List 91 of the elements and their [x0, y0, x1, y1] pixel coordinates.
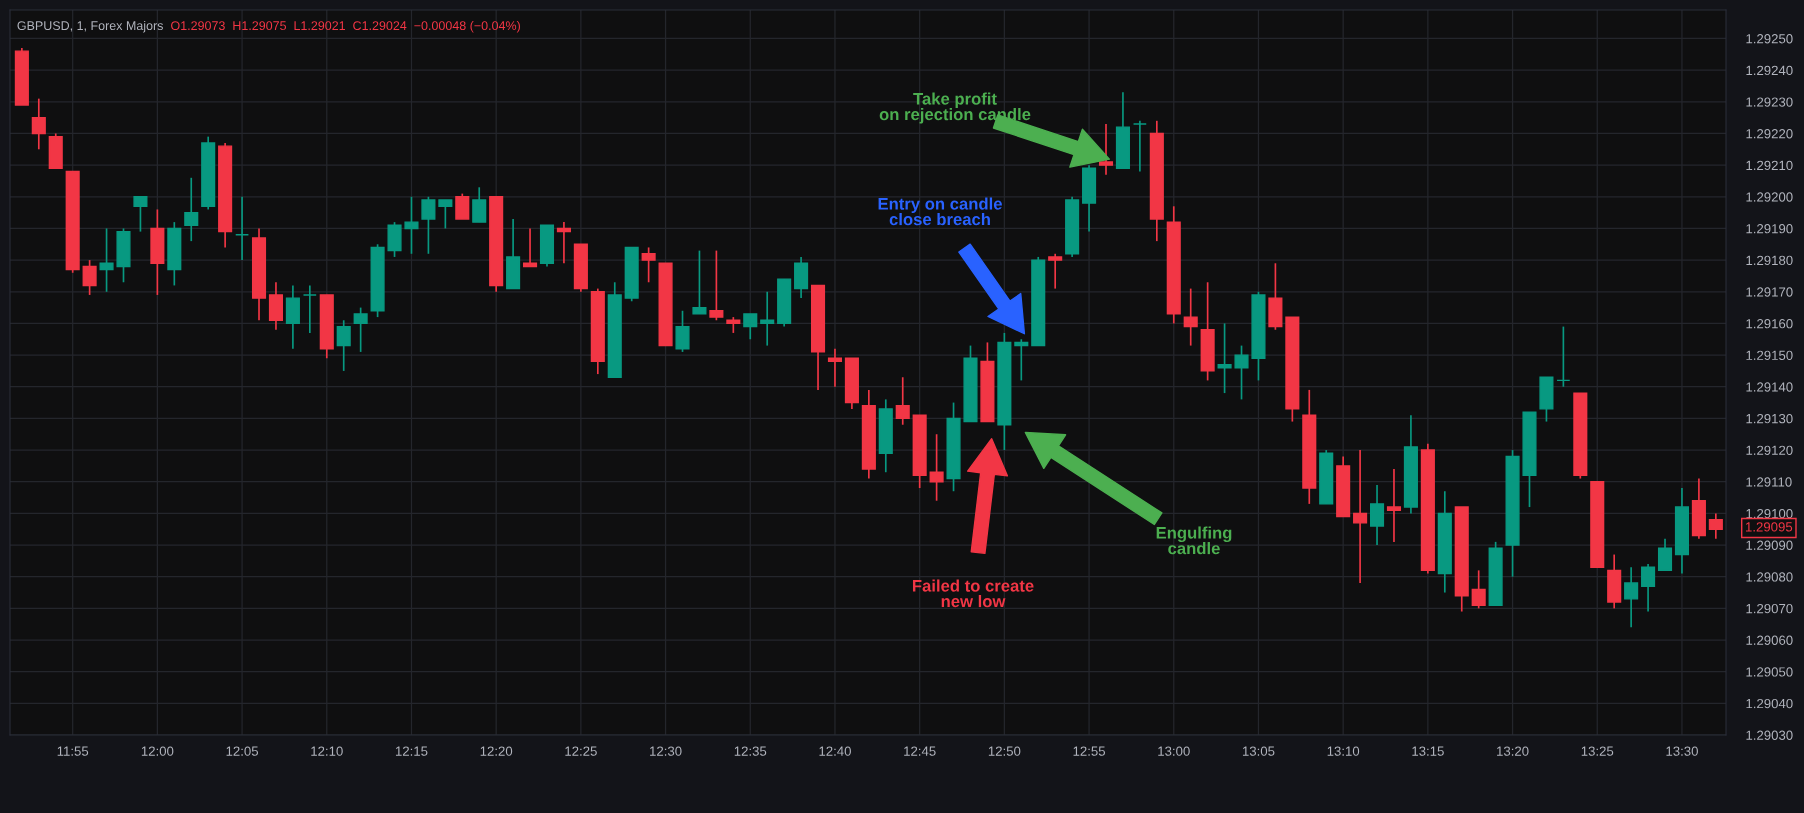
y-tick-label: 1.29090: [1746, 540, 1793, 550]
y-tick-label: 1.29100: [1746, 508, 1793, 519]
y-tick-label: 1.29160: [1746, 319, 1793, 329]
y-tick-label: 1.29210: [1746, 160, 1793, 171]
candlestick: [726, 316, 741, 334]
y-tick-label: 1.29110: [1746, 477, 1792, 487]
y-tick-label: 1.29080: [1746, 572, 1793, 582]
x-tick-label: 12:00: [141, 746, 174, 756]
candlestick: [1132, 119, 1147, 173]
y-tick-label: 1.29180: [1746, 255, 1793, 266]
annotation: Failed to create new low: [912, 579, 1034, 608]
candlestick: [1556, 325, 1571, 388]
candlestick: [1386, 468, 1402, 543]
y-tick-label: 1.29130: [1746, 413, 1793, 424]
y-tick-label: 1.29030: [1746, 730, 1793, 740]
x-tick-label: 13:20: [1497, 746, 1529, 756]
x-tick-label: 12:20: [480, 746, 513, 756]
candlestick: [31, 97, 46, 151]
x-tick-label: 12:15: [395, 746, 428, 756]
candlestick: [455, 192, 470, 220]
text: O1.29073 H1.29075 L1.29021 C1.29024 −0.00048 (−0.04%): [171, 20, 520, 33]
y-tick-label: 1.29220: [1746, 129, 1793, 139]
candlestick: [99, 227, 114, 293]
x-tick-label: 12:25: [565, 746, 597, 756]
candlestick: [184, 176, 199, 242]
text: 1.29095: [1746, 522, 1793, 532]
candlestick: [556, 221, 571, 265]
x-tick-label: 12:05: [226, 746, 259, 756]
candlestick: [743, 313, 758, 341]
candlestick: [1708, 512, 1723, 540]
candlestick: [1234, 344, 1249, 401]
candlestick: [421, 195, 436, 255]
x-tick-label: 13:30: [1666, 746, 1698, 756]
x-tick-label: 12:35: [734, 746, 767, 756]
x-tick-label: 12:55: [1073, 746, 1106, 756]
candlestick: [438, 199, 453, 230]
candlestick: [1048, 252, 1063, 290]
candlestick: [133, 195, 148, 233]
candlestick: [1471, 569, 1486, 610]
candlestick: [1014, 338, 1029, 382]
candlestick: [404, 195, 419, 255]
candlestick: [675, 309, 690, 353]
candlestick: [827, 347, 843, 388]
x-tick-label: 13:10: [1327, 746, 1360, 756]
y-tick-label: 1.29070: [1746, 603, 1793, 614]
candlestick: [472, 186, 487, 223]
y-tick-label: 1.29040: [1746, 698, 1793, 709]
x-tick-label: 12:40: [819, 746, 851, 756]
text: GBPUSD, 1, Forex Majors: [17, 20, 163, 33]
y-tick-label: 1.29250: [1746, 34, 1793, 44]
x-tick-label: 13:15: [1412, 746, 1444, 756]
y-tick-label: 1.29060: [1746, 635, 1793, 645]
candlestick: [760, 290, 775, 347]
candlestick: [302, 284, 317, 334]
candlestick: [929, 433, 944, 502]
y-tick-label: 1.29150: [1746, 350, 1793, 360]
x-tick-label: 13:00: [1158, 746, 1190, 756]
candlestick: [1641, 563, 1656, 613]
candlestick: [353, 306, 368, 353]
candlestick: [1183, 287, 1198, 347]
x-tick-label: 13:05: [1242, 746, 1275, 756]
annotation: Engulfing candle: [1156, 526, 1232, 555]
x-tick-label: 12:10: [311, 746, 343, 756]
y-tick-label: 1.29170: [1746, 287, 1793, 297]
x-tick-label: 12:30: [650, 746, 682, 756]
candlestick: [336, 319, 351, 372]
candlestick: [82, 259, 97, 296]
candlestick: [1369, 484, 1385, 546]
candlestick: [523, 227, 538, 268]
candlestick: [692, 249, 707, 315]
candlestick: [1098, 123, 1114, 176]
y-tick-label: 1.29140: [1746, 382, 1793, 392]
y-tick-label: 1.29240: [1746, 65, 1793, 76]
candlestick: [1217, 322, 1232, 394]
candlestick: [895, 376, 910, 426]
candlestick: [709, 249, 724, 322]
x-tick-label: 12:45: [904, 746, 936, 756]
y-tick-label: 1.29230: [1746, 97, 1793, 107]
x-tick-label: 13:25: [1581, 746, 1614, 756]
candlestick: [1353, 449, 1368, 584]
y-tick-label: 1.29050: [1746, 667, 1793, 677]
y-tick-label: 1.29120: [1746, 445, 1793, 455]
annotation: Entry on candle close breach: [878, 197, 1002, 226]
candlestick: [1624, 566, 1639, 629]
x-tick-label: 12:50: [988, 746, 1021, 756]
candlestick: [235, 195, 250, 261]
candlestick: [641, 246, 656, 284]
y-tick-label: 1.29200: [1746, 192, 1793, 202]
x-tick-label: 11:55: [57, 746, 89, 756]
candlestick: [1657, 537, 1673, 572]
y-tick-label: 1.29190: [1746, 224, 1793, 234]
